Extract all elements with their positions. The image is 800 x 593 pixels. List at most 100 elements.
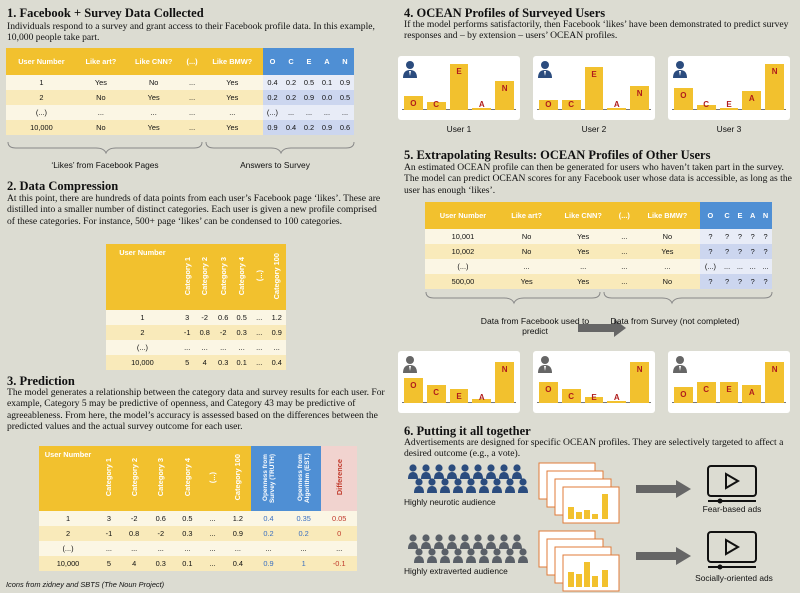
ocean-letter-e: E [456, 67, 462, 77]
cell: ... [178, 340, 196, 355]
ocean-letter-a: A [748, 93, 755, 103]
right-arrow-icon [636, 547, 691, 565]
cell: ? [759, 244, 772, 259]
cell: ... [224, 541, 252, 556]
ocean-letter-o: O [545, 385, 552, 395]
table-row: 2 -1 0.8 -2 0.3... 0.9 [106, 325, 286, 340]
cell: No [76, 90, 125, 105]
cell: 0.3 [147, 556, 175, 571]
cell: ... [200, 511, 225, 526]
table-row: 1 3 -2 0.6 0.5... 1.2 0.4 0.35 0.05 [39, 511, 357, 526]
ocean-letter-c: C [568, 100, 575, 109]
cell: ? [700, 274, 721, 289]
cell: 0.35 [285, 511, 322, 526]
cell: No [500, 244, 553, 259]
s5-table: User Number Like art? Like CNN? (...) Li… [425, 202, 772, 289]
cell: ... [552, 259, 615, 274]
cell: No [634, 229, 701, 244]
cell: ... [317, 105, 336, 120]
s3-h-c4: Category 4 [182, 458, 192, 497]
cell: 1 [106, 310, 179, 325]
cell: 2 [39, 526, 97, 541]
cell: 3 [178, 310, 196, 325]
cell: -2 [213, 325, 233, 340]
cell: 0.0 [317, 90, 336, 105]
cell: 0.9 [251, 556, 286, 571]
ocean-bar-n [765, 361, 784, 403]
cell: ... [300, 105, 318, 120]
s5-profile3-chart: O C E A N [668, 351, 790, 413]
s6-aud2: Highly extraverted audience [404, 566, 508, 576]
cell: ... [614, 274, 635, 289]
s4-user2-label: User 2 [581, 124, 607, 134]
ocean-letter-c: C [703, 100, 710, 109]
ocean-letter-n: N [501, 84, 508, 94]
cell: 0.9 [267, 325, 286, 340]
cell: ? [733, 244, 747, 259]
table-row: (...)........................... [39, 541, 357, 556]
cell: Yes [76, 75, 125, 90]
s1-brace-right: Answers to Survey [240, 160, 310, 170]
ocean-letter-a: A [613, 393, 620, 402]
s5-h-user: User Number [425, 202, 501, 229]
cell: 10,001 [425, 229, 501, 244]
cell: No [124, 75, 183, 90]
cell: 0.9 [335, 75, 354, 90]
s5-title: 5. Extrapolating Results: OCEAN Profiles… [404, 148, 711, 162]
s3-h-c3: Category 3 [156, 458, 166, 497]
s1-h-etc: (...) [182, 48, 202, 75]
cell: 0.2 [262, 90, 283, 105]
s5-h-n: N [759, 202, 772, 229]
s1-h-bmw: Like BMW? [201, 48, 263, 75]
video-play-icon [707, 531, 757, 570]
s5-h-etc: (...) [614, 202, 635, 229]
cell: Yes [201, 120, 263, 135]
ocean-letter-n: N [636, 364, 643, 374]
cell: 0.3 [174, 526, 201, 541]
s1-text: Individuals respond to a survey and gran… [7, 21, 375, 44]
social-ad-stack-icon [538, 530, 620, 592]
ocean-bar-a [742, 384, 762, 403]
ocean-letter-e: E [591, 69, 597, 79]
s3-h-est: Openness from Algorithm (EST.) [296, 452, 311, 503]
cell: ... [614, 244, 635, 259]
s6-ad1: Fear-based ads [702, 504, 762, 514]
cell: 0.6 [147, 511, 175, 526]
cell: 0.9 [300, 90, 318, 105]
ocean-bar-a [607, 400, 627, 403]
cell: 0.9 [262, 120, 283, 135]
s1-h-o: O [262, 48, 283, 75]
s5-h-a: A [746, 202, 760, 229]
ocean-bar-n [630, 86, 649, 110]
cell: ? [746, 274, 760, 289]
cell: 0.4 [282, 120, 301, 135]
cell: 0.1 [317, 75, 336, 90]
cell: ... [76, 105, 125, 120]
cell: ... [200, 526, 225, 541]
cell: 10,000 [6, 120, 77, 135]
ocean-letter-n: N [501, 364, 508, 374]
user-person-icon [402, 355, 418, 373]
s2-h-c100: Category 100 [272, 252, 282, 300]
s5-h-art: Like art? [500, 202, 553, 229]
table-row: 10,000 5 4 0.3 0.1... 0.4 0.9 1 -0.1 [39, 556, 357, 571]
cell: ... [614, 229, 635, 244]
cell: ? [720, 274, 734, 289]
ocean-letter-o: O [410, 98, 417, 108]
cell: 0.8 [120, 526, 148, 541]
ocean-letter-n: N [771, 67, 778, 77]
s5-profile2-chart: O C E A N [533, 351, 655, 413]
s2-text: At this point, there are hundreds of dat… [7, 193, 381, 227]
cell: 5 [97, 556, 121, 571]
cell: ... [182, 75, 202, 90]
s4-user2-chart: O C E A N [533, 56, 655, 120]
cell: ... [182, 105, 202, 120]
cell: 1 [285, 556, 322, 571]
ocean-bar-e [719, 382, 739, 403]
s2-table: User Number Category 1 Category 2 Catego… [106, 244, 286, 370]
s3-h-etc: (...) [208, 471, 218, 484]
cell: Yes [201, 90, 263, 105]
cell: ... [634, 259, 701, 274]
ocean-bar-e [449, 64, 469, 110]
cell: ... [614, 259, 635, 274]
